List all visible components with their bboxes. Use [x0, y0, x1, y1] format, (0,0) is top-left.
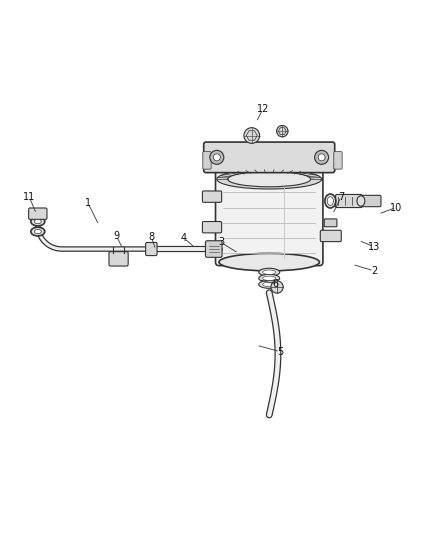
Text: 7: 7: [338, 192, 344, 201]
Text: 8: 8: [148, 232, 154, 242]
Ellipse shape: [259, 268, 280, 276]
Text: 13: 13: [368, 242, 380, 252]
Text: 12: 12: [257, 104, 269, 114]
Ellipse shape: [217, 169, 321, 189]
Ellipse shape: [327, 197, 333, 205]
Text: 3: 3: [218, 238, 224, 247]
Circle shape: [314, 150, 328, 164]
Text: 6: 6: [273, 279, 279, 289]
FancyBboxPatch shape: [202, 222, 222, 233]
Circle shape: [210, 150, 224, 164]
FancyBboxPatch shape: [204, 142, 335, 173]
FancyBboxPatch shape: [203, 152, 211, 169]
Ellipse shape: [263, 276, 276, 280]
FancyBboxPatch shape: [215, 163, 323, 265]
Text: 1: 1: [85, 198, 91, 208]
Text: 11: 11: [23, 192, 35, 201]
Ellipse shape: [259, 280, 280, 288]
Circle shape: [318, 154, 325, 161]
Text: 10: 10: [390, 203, 402, 213]
Circle shape: [244, 128, 260, 143]
Ellipse shape: [325, 194, 336, 208]
Ellipse shape: [219, 155, 319, 177]
Ellipse shape: [219, 253, 319, 271]
Text: 2: 2: [371, 266, 377, 276]
FancyBboxPatch shape: [109, 252, 128, 266]
FancyBboxPatch shape: [336, 195, 362, 207]
FancyBboxPatch shape: [202, 191, 222, 203]
Text: 4: 4: [181, 233, 187, 243]
FancyBboxPatch shape: [146, 243, 157, 256]
FancyBboxPatch shape: [28, 208, 47, 220]
Ellipse shape: [357, 196, 365, 206]
Ellipse shape: [31, 217, 45, 226]
Ellipse shape: [34, 220, 41, 224]
Text: 5: 5: [277, 346, 283, 357]
FancyBboxPatch shape: [362, 195, 381, 207]
Circle shape: [277, 125, 288, 137]
Circle shape: [271, 281, 283, 293]
Ellipse shape: [34, 229, 41, 234]
Ellipse shape: [263, 270, 276, 274]
FancyBboxPatch shape: [205, 241, 222, 257]
FancyBboxPatch shape: [324, 219, 337, 227]
Text: 9: 9: [113, 231, 120, 241]
Ellipse shape: [228, 172, 311, 187]
Circle shape: [213, 154, 220, 161]
FancyBboxPatch shape: [334, 152, 342, 169]
Ellipse shape: [31, 227, 45, 236]
Ellipse shape: [263, 282, 276, 287]
FancyBboxPatch shape: [320, 230, 341, 241]
Ellipse shape: [259, 274, 280, 282]
